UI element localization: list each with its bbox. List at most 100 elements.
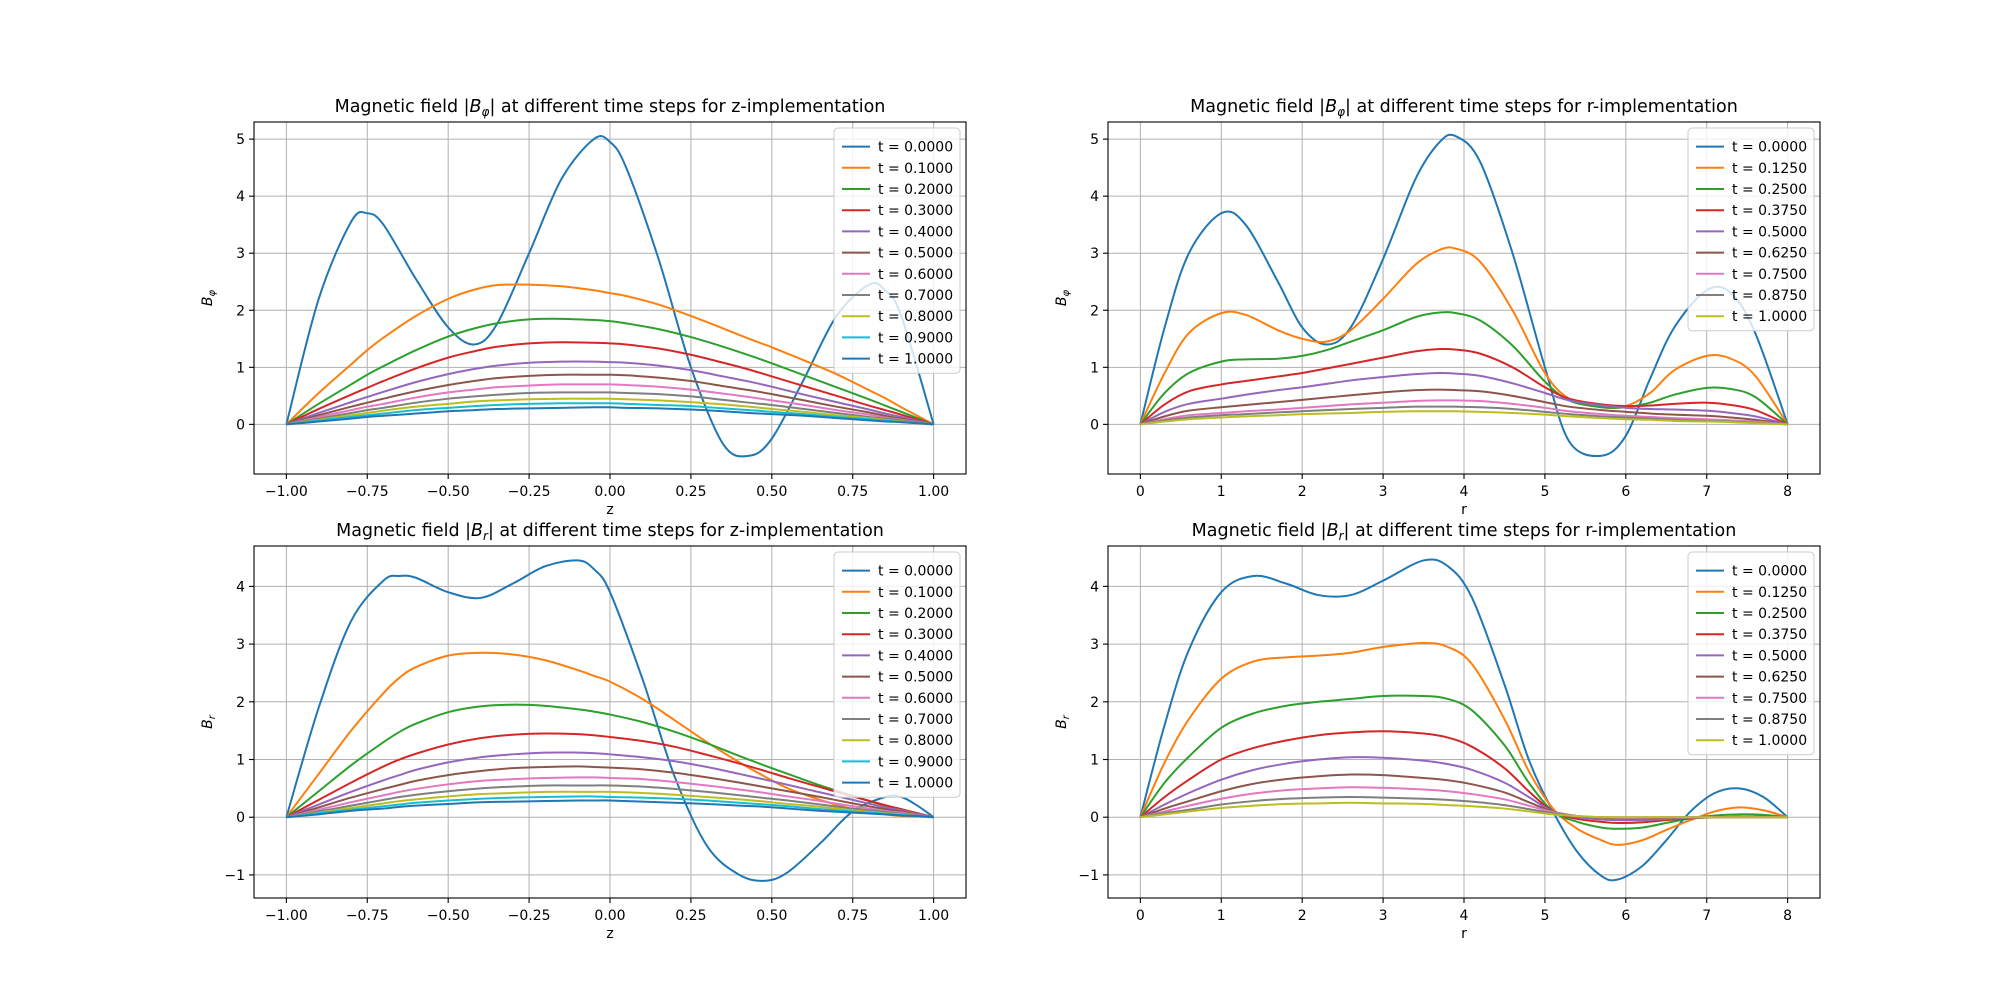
x-axis-label: r — [1461, 502, 1467, 518]
legend-label: t = 0.1000 — [878, 161, 953, 177]
y-tick-label: −1 — [1078, 868, 1099, 884]
legend-label: t = 0.6000 — [878, 267, 953, 283]
x-tick-label: 0.50 — [756, 484, 787, 500]
legend-label: t = 0.1000 — [878, 585, 953, 601]
x-tick-label: −0.75 — [346, 484, 389, 500]
series-line — [1139, 246, 1789, 425]
legend-label: t = 0.3750 — [1732, 203, 1807, 219]
legend-label: t = 0.3000 — [878, 203, 953, 219]
x-axis-label: z — [606, 926, 613, 942]
legend-label: t = 0.0000 — [1732, 140, 1807, 156]
legend-label: t = 0.4000 — [878, 648, 953, 664]
legend-label: t = 0.6250 — [1732, 670, 1807, 686]
legend-label: t = 0.9000 — [878, 754, 953, 770]
series-line — [286, 765, 934, 819]
y-tick-label: 2 — [236, 303, 245, 319]
x-axis-label: r — [1461, 926, 1467, 942]
legend: t = 0.0000 t = 0.1000 t = 0.2000 t = 0.3000… — [833, 127, 961, 374]
series-line — [1140, 801, 1788, 819]
legend-label: t = 0.8750 — [1732, 288, 1807, 304]
y-tick-label: 4 — [236, 579, 245, 595]
legend: t = 0.0000 t = 0.1250 t = 0.2500 t = 0.3750… — [1687, 551, 1815, 756]
series-line — [285, 317, 935, 426]
y-tick-label: 4 — [1090, 189, 1099, 205]
legend-label: t = 0.6000 — [878, 691, 953, 707]
series-line — [285, 559, 935, 882]
legend-label: t = 0.5000 — [878, 246, 953, 262]
x-tick-label: 8 — [1783, 484, 1792, 500]
x-tick-label: −0.75 — [346, 908, 389, 924]
legend-label: t = 0.8750 — [1732, 712, 1807, 728]
series-line — [1140, 410, 1788, 426]
series-line — [286, 397, 934, 426]
legend-label: t = 0.1250 — [1732, 585, 1807, 601]
series-line — [285, 341, 934, 426]
x-tick-label: 4 — [1460, 908, 1469, 924]
x-tick-label: 4 — [1460, 484, 1469, 500]
legend-label: t = 0.7500 — [1732, 691, 1807, 707]
series-line — [1139, 641, 1788, 846]
legend-label: t = 0.0000 — [878, 564, 953, 580]
legend-label: t = 0.2500 — [1732, 606, 1807, 622]
legend-label: t = 1.0000 — [878, 776, 953, 792]
series-line — [286, 795, 934, 819]
x-tick-label: 1 — [1217, 908, 1226, 924]
y-tick-label: 1 — [236, 753, 245, 769]
legend-label: t = 0.3750 — [1732, 627, 1807, 643]
series-line — [1140, 405, 1788, 426]
chart-panel-4: 0 1 2 3 4 5 6 7 8 −1 0 1 2 3 4 Magnetic field |Br| at d… — [1054, 521, 1821, 942]
legend-label: t = 0.7000 — [878, 288, 953, 304]
legend-label: t = 0.3000 — [878, 627, 953, 643]
legend-label: t = 0.6250 — [1732, 246, 1807, 262]
x-tick-label: −0.25 — [508, 484, 551, 500]
x-tick-label: 2 — [1298, 908, 1307, 924]
legend-label: t = 0.2500 — [1732, 182, 1807, 198]
series-line — [286, 373, 934, 426]
x-tick-label: 0.25 — [675, 484, 706, 500]
legend-label: t = 1.0000 — [1732, 309, 1807, 325]
y-tick-label: 2 — [236, 695, 245, 711]
legend-label: t = 0.5000 — [878, 670, 953, 686]
x-tick-label: 6 — [1621, 484, 1630, 500]
series-line — [1140, 388, 1788, 426]
y-axis-label: Bφ — [200, 290, 218, 307]
legend-label: t = 1.0000 — [1732, 733, 1807, 749]
chart-title: Magnetic field |Br| at different time st… — [336, 521, 884, 543]
y-tick-label: 0 — [236, 417, 245, 433]
y-tick-label: 4 — [236, 189, 245, 205]
chart-title: Magnetic field |Bφ| at different time st… — [1190, 97, 1738, 119]
x-tick-label: −1.00 — [265, 908, 308, 924]
series-line — [286, 402, 934, 426]
y-tick-label: 3 — [1090, 246, 1099, 262]
legend-label: t = 0.0000 — [1732, 564, 1807, 580]
legend-label: t = 1.0000 — [878, 352, 953, 368]
legend: t = 0.0000 t = 0.1000 t = 0.2000 t = 0.3000… — [833, 551, 961, 798]
y-tick-label: 5 — [236, 132, 245, 148]
y-tick-label: 3 — [236, 246, 245, 262]
x-tick-label: 0.00 — [594, 908, 625, 924]
legend-label: t = 0.5000 — [1732, 648, 1807, 664]
y-tick-label: 2 — [1090, 303, 1099, 319]
y-axis-label: Br — [1054, 714, 1072, 729]
y-tick-label: 1 — [1090, 360, 1099, 376]
y-tick-label: 5 — [1090, 132, 1099, 148]
chart-panel-3: −1.00 −0.75 −0.50 −0.25 0.00 0.25 0.50 0.75 1.00… — [200, 521, 967, 942]
x-tick-label: 0.25 — [675, 908, 706, 924]
series-line — [286, 406, 934, 426]
legend-box — [1687, 127, 1815, 332]
series-lines — [1139, 133, 1789, 458]
legend-label: t = 0.2000 — [878, 606, 953, 622]
x-tick-label: 0.50 — [756, 908, 787, 924]
legend-label: t = 0.2000 — [878, 182, 953, 198]
series-line — [286, 799, 934, 819]
y-tick-label: 3 — [236, 637, 245, 653]
y-tick-label: −1 — [224, 868, 245, 884]
series-line — [285, 283, 935, 426]
legend-label: t = 0.7500 — [1732, 267, 1807, 283]
x-tick-label: 0 — [1136, 484, 1145, 500]
y-tick-label: 0 — [1090, 417, 1099, 433]
series-line — [286, 776, 934, 819]
series-line — [286, 784, 934, 819]
x-tick-label: 0.00 — [594, 484, 625, 500]
y-axis-label: Bφ — [1054, 290, 1072, 307]
